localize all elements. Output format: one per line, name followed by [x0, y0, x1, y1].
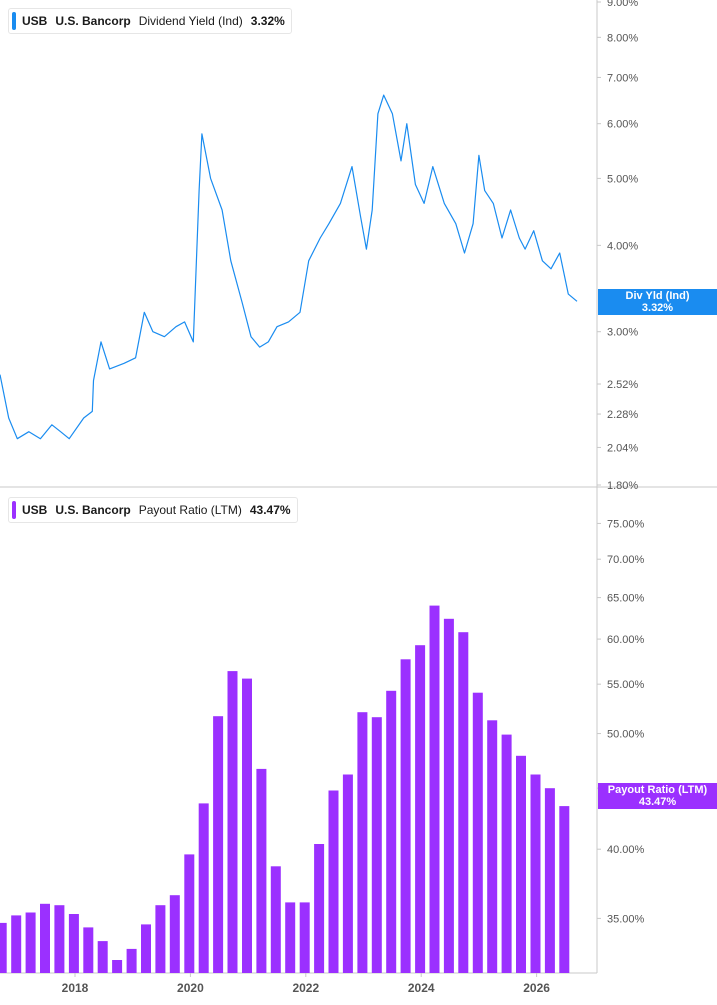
payout-bar — [314, 844, 325, 973]
payout-bar — [0, 922, 7, 973]
payout-y-tick-label: 35.00% — [607, 913, 645, 925]
yield-legend-swatch — [12, 12, 16, 30]
payout-bar — [112, 960, 123, 973]
yield-y-tick-label: 9.00% — [607, 0, 638, 9]
payout-bar — [544, 788, 555, 973]
payout-bar — [270, 866, 281, 973]
payout-bar — [530, 774, 541, 973]
payout-bar — [213, 716, 224, 973]
payout-bar — [357, 712, 368, 973]
x-tick-label: 2024 — [408, 981, 435, 995]
yield-tag-label: Div Yld (Ind) — [625, 290, 690, 302]
payout-bar — [443, 618, 454, 973]
yield-y-tick-label: 2.28% — [607, 409, 638, 421]
payout-bar — [342, 774, 353, 973]
payout-bar — [83, 927, 94, 973]
payout-bar — [40, 903, 50, 973]
payout-bar — [559, 806, 570, 973]
payout-bar — [184, 854, 195, 973]
payout-legend-metric: Payout Ratio (LTM) — [138, 503, 242, 517]
payout-y-tick-label: 40.00% — [607, 844, 645, 856]
payout-y-tick-label: 65.00% — [607, 593, 645, 605]
x-tick-label: 2018 — [62, 981, 89, 995]
payout-bar — [472, 692, 483, 973]
yield-legend-company: U.S. Bancorp — [55, 14, 131, 28]
payout-bar — [126, 948, 137, 973]
payout-bar — [169, 895, 180, 973]
payout-legend-symbol: USB — [22, 503, 48, 517]
payout-y-tick-label: 60.00% — [607, 634, 645, 646]
yield-legend-metric: Dividend Yield (Ind) — [138, 14, 243, 28]
payout-bar — [97, 941, 108, 973]
yield-y-tick-label: 8.00% — [607, 32, 638, 44]
payout-bar — [371, 717, 382, 973]
yield-y-tick-label: 2.04% — [607, 442, 638, 454]
payout-bar — [68, 914, 79, 973]
payout-bar — [25, 912, 36, 973]
yield-legend[interactable]: USB U.S. Bancorp Dividend Yield (Ind) 3.… — [8, 8, 292, 34]
payout-legend-swatch — [12, 501, 16, 519]
payout-tag-label: Payout Ratio (LTM) — [607, 784, 708, 796]
payout-bar — [487, 720, 498, 973]
yield-y-tick-label: 6.00% — [607, 119, 638, 131]
yield-last-value-tag: Div Yld (Ind) 3.32% — [598, 289, 717, 315]
payout-bar — [256, 768, 267, 973]
payout-bar — [429, 605, 440, 973]
payout-bar — [141, 924, 151, 973]
payout-y-tick-label: 55.00% — [607, 679, 645, 691]
payout-bar — [328, 790, 339, 973]
payout-bar — [299, 902, 310, 973]
x-tick-label: 2020 — [177, 981, 204, 995]
payout-bar — [155, 905, 166, 973]
payout-last-value-tag: Payout Ratio (LTM) 43.47% — [598, 783, 717, 809]
payout-bar — [198, 803, 209, 973]
yield-legend-value: 3.32% — [250, 14, 285, 28]
x-tick-label: 2022 — [292, 981, 319, 995]
payout-y-tick-label: 70.00% — [607, 554, 645, 566]
yield-y-tick-label: 1.80% — [607, 480, 638, 492]
payout-bar — [242, 678, 252, 973]
yield-y-tick-label: 3.00% — [607, 327, 638, 339]
payout-bar — [458, 632, 469, 973]
payout-y-tick-label: 50.00% — [607, 729, 645, 741]
payout-bar — [11, 915, 22, 973]
yield-y-tick-label: 7.00% — [607, 72, 638, 84]
yield-y-tick-label: 5.00% — [607, 173, 638, 185]
payout-bar — [54, 905, 65, 973]
x-tick-label: 2026 — [523, 981, 550, 995]
dividend-yield-line — [0, 94, 578, 440]
payout-y-tick-label: 75.00% — [607, 518, 645, 530]
yield-legend-symbol: USB — [22, 14, 48, 28]
payout-tag-value: 43.47% — [638, 796, 677, 808]
payout-bar — [227, 671, 238, 973]
payout-bar — [516, 755, 526, 973]
payout-bar — [285, 902, 296, 973]
payout-bar — [501, 734, 512, 973]
yield-y-tick-label: 4.00% — [607, 240, 638, 252]
payout-legend-company: U.S. Bancorp — [55, 503, 131, 517]
payout-bar — [415, 645, 426, 973]
yield-y-tick-label: 2.52% — [607, 379, 638, 391]
payout-legend-value: 43.47% — [249, 503, 291, 517]
payout-bar — [400, 659, 411, 973]
payout-legend[interactable]: USB U.S. Bancorp Payout Ratio (LTM) 43.4… — [8, 497, 298, 523]
payout-bar — [386, 690, 397, 973]
yield-tag-value: 3.32% — [641, 302, 674, 314]
